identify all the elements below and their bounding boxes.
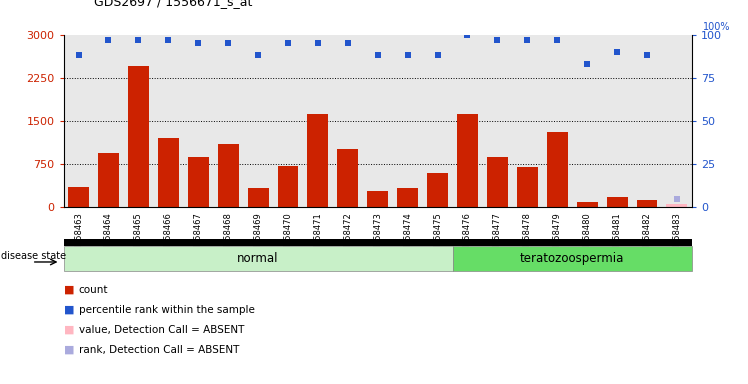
Bar — [183, 35, 213, 207]
Text: normal: normal — [237, 252, 279, 265]
Text: 100%: 100% — [703, 22, 731, 32]
Text: rank, Detection Call = ABSENT: rank, Detection Call = ABSENT — [79, 345, 239, 355]
Bar — [213, 35, 243, 207]
Bar — [547, 132, 568, 207]
Bar — [487, 157, 508, 207]
Bar — [128, 66, 149, 207]
Bar — [273, 35, 303, 207]
Bar — [662, 35, 692, 207]
Bar — [307, 114, 328, 207]
Bar — [637, 200, 657, 207]
Bar — [64, 35, 94, 207]
Bar — [123, 35, 153, 207]
Text: disease state: disease state — [1, 251, 67, 262]
Bar — [457, 114, 478, 207]
Bar — [423, 35, 453, 207]
Bar — [363, 35, 393, 207]
Bar — [158, 138, 179, 207]
Bar — [397, 189, 418, 207]
Text: percentile rank within the sample: percentile rank within the sample — [79, 305, 254, 315]
Bar — [607, 197, 628, 207]
Bar — [427, 173, 448, 207]
Bar — [68, 187, 89, 207]
Text: ■: ■ — [64, 305, 74, 315]
Bar — [482, 35, 512, 207]
Bar — [188, 157, 209, 207]
Text: ■: ■ — [64, 325, 74, 335]
Bar — [602, 35, 632, 207]
Text: ■: ■ — [64, 285, 74, 295]
Text: value, Detection Call = ABSENT: value, Detection Call = ABSENT — [79, 325, 244, 335]
Bar — [153, 35, 183, 207]
Bar — [333, 35, 363, 207]
Text: GDS2697 / 1556671_s_at: GDS2697 / 1556671_s_at — [94, 0, 252, 8]
Bar — [512, 35, 542, 207]
Bar — [98, 153, 119, 207]
Text: ■: ■ — [64, 345, 74, 355]
Bar — [666, 204, 687, 207]
Bar — [94, 35, 123, 207]
Bar — [337, 149, 358, 207]
Bar — [572, 35, 602, 207]
Bar — [542, 35, 572, 207]
Bar — [218, 144, 239, 207]
Text: teratozoospermia: teratozoospermia — [520, 252, 625, 265]
Bar — [243, 35, 273, 207]
Bar — [393, 35, 423, 207]
Text: count: count — [79, 285, 108, 295]
Bar — [248, 189, 269, 207]
Bar — [303, 35, 333, 207]
Bar — [453, 35, 482, 207]
Bar — [577, 202, 598, 207]
Bar — [632, 35, 662, 207]
Bar — [517, 167, 538, 207]
Bar — [278, 166, 298, 207]
Bar — [367, 191, 388, 207]
